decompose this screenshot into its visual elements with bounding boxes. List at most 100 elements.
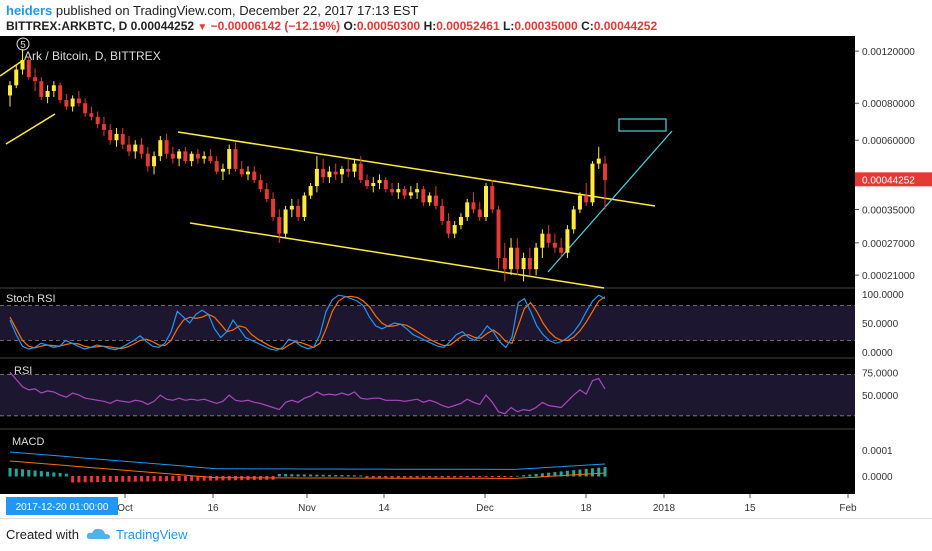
candle-body xyxy=(195,153,200,159)
publish-line: heiders published on TradingView.com, De… xyxy=(6,3,418,18)
candle-body xyxy=(258,180,263,190)
low-label: L: xyxy=(502,19,515,33)
macd-histogram-bar xyxy=(415,476,419,478)
candle-body xyxy=(120,133,125,145)
macd-histogram-bar xyxy=(559,471,563,477)
candle-body xyxy=(521,257,526,270)
candle-body xyxy=(114,133,119,141)
candle-body xyxy=(220,168,225,172)
candle-body xyxy=(458,217,463,226)
tradingview-link[interactable]: TradingView xyxy=(116,527,188,542)
candle-body xyxy=(433,195,438,206)
candle-body xyxy=(509,247,514,270)
author-link[interactable]: heiders xyxy=(6,3,53,18)
candle-body xyxy=(365,180,369,187)
macd-axis-label: 0.0001 xyxy=(862,446,893,457)
stoch-band xyxy=(0,305,855,341)
macd-histogram-bar xyxy=(77,476,81,483)
chart-header: heiders published on TradingView.com, De… xyxy=(0,0,932,36)
macd-histogram-bar xyxy=(196,476,200,481)
candle-body xyxy=(440,205,445,222)
macd-histogram-bar xyxy=(165,476,169,482)
time-axis-label: Oct xyxy=(117,503,133,514)
rsi-axis-label: 50.0000 xyxy=(862,391,899,402)
down-arrow-icon: ▼ xyxy=(197,22,208,33)
candle-body xyxy=(577,195,582,210)
macd-histogram-bar xyxy=(127,476,131,482)
candle-body xyxy=(289,205,294,210)
published-text: published on TradingView.com, December 2… xyxy=(55,3,419,18)
stoch-d-line xyxy=(9,295,606,350)
macd-histogram-bar xyxy=(359,475,363,477)
macd-histogram-bar xyxy=(140,476,144,482)
candle-body xyxy=(45,90,50,97)
candle-body xyxy=(264,189,269,199)
macd-histogram-bar xyxy=(459,476,463,478)
macd-histogram-bar xyxy=(58,473,62,477)
candle-body xyxy=(58,85,63,101)
price-change: −0.00006142 (−12.19%) xyxy=(210,19,341,33)
macd-histogram-bar xyxy=(52,472,56,477)
macd-histogram-bar xyxy=(515,475,519,477)
candle-body xyxy=(427,195,432,203)
macd-axis-label: 0.0000 xyxy=(862,472,893,483)
interval-badge-text: 5 xyxy=(20,40,26,51)
macd-histogram-bar xyxy=(327,474,331,477)
candle-body xyxy=(145,153,150,167)
macd-histogram-bar xyxy=(46,471,50,477)
macd-histogram-bar xyxy=(158,476,162,482)
macd-histogram-bar xyxy=(478,476,482,478)
macd-signal-line xyxy=(9,460,606,479)
macd-histogram-bar xyxy=(528,474,532,477)
candle-body xyxy=(127,144,131,152)
candle-body xyxy=(233,149,238,169)
candle-body xyxy=(152,156,157,167)
candle-body xyxy=(314,168,319,187)
macd-histogram-bar xyxy=(133,476,137,482)
macd-histogram-bar xyxy=(409,476,413,478)
created-with-text: Created with xyxy=(6,527,79,542)
macd-histogram-bar xyxy=(334,474,338,477)
macd-histogram-bar xyxy=(215,476,219,481)
macd-histogram-bar xyxy=(315,474,319,477)
time-axis-label: Nov xyxy=(298,503,316,514)
time-axis-label: 15 xyxy=(744,503,756,514)
macd-histogram-bar xyxy=(14,468,18,477)
candle-body xyxy=(540,233,545,248)
candle-body xyxy=(321,168,326,178)
candle-body xyxy=(327,171,332,178)
macd-histogram-bar xyxy=(71,476,75,483)
macd-histogram-bar xyxy=(490,476,494,478)
candle-body xyxy=(534,247,539,270)
macd-histogram-bar xyxy=(584,468,588,477)
macd-histogram-bar xyxy=(540,473,544,477)
macd-histogram-bar xyxy=(390,476,394,478)
candle-body xyxy=(296,205,301,218)
time-axis-label: 14 xyxy=(378,503,390,514)
candle-body xyxy=(371,183,376,187)
candle-body xyxy=(390,189,395,193)
macd-histogram-bar xyxy=(89,476,93,483)
candle-body xyxy=(101,124,106,130)
macd-histogram-bar xyxy=(572,470,576,477)
ohlc-line: BITTREX:ARKBTC, D 0.00044252 ▼ −0.000061… xyxy=(6,19,657,33)
candle-body xyxy=(246,171,250,175)
macd-histogram-bar xyxy=(296,474,300,477)
rsi-band xyxy=(0,374,855,416)
candle-body xyxy=(465,202,470,218)
macd-histogram-bar xyxy=(21,469,25,477)
early-uptrend-line xyxy=(5,113,56,145)
candle-body xyxy=(202,156,207,159)
macd-histogram-bar xyxy=(340,475,344,477)
macd-histogram-bar xyxy=(309,474,313,477)
time-axis-label: 16 xyxy=(207,503,219,514)
macd-histogram-bar xyxy=(453,476,457,478)
candle-body xyxy=(39,81,44,97)
candle-body xyxy=(14,69,19,86)
candle-body xyxy=(590,163,595,203)
macd-histogram-bar xyxy=(440,476,444,478)
cursor-time-label: 2017-12-20 01:00:00 xyxy=(16,502,109,513)
candle-body xyxy=(452,225,457,234)
candle-body xyxy=(89,113,94,117)
